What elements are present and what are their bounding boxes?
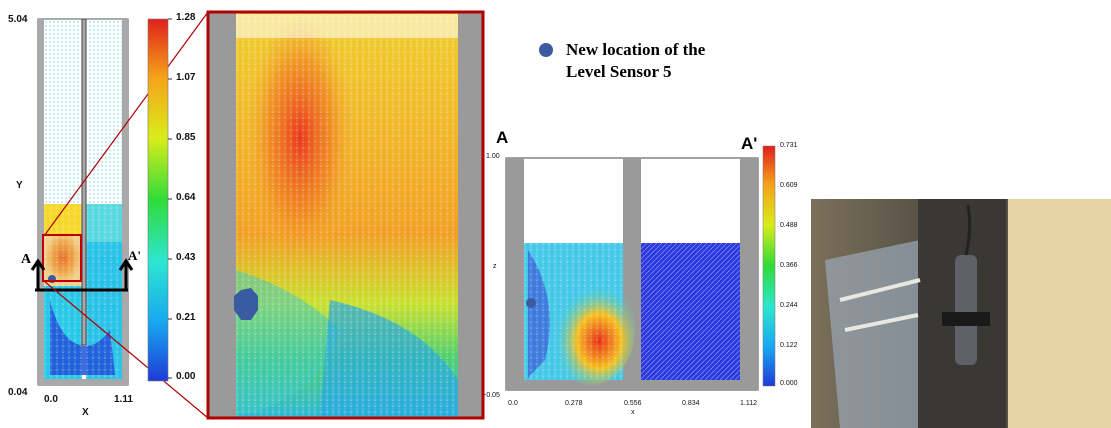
zoom-connector-top bbox=[43, 11, 209, 237]
zoom-arrow-field bbox=[236, 12, 458, 418]
section-left-arrows bbox=[524, 243, 623, 380]
main-cbar-tick-6: 0.00 bbox=[176, 371, 196, 382]
main-cbar-tick-2: 0.85 bbox=[176, 132, 196, 143]
zoom-wall-right bbox=[458, 12, 483, 418]
zoomed-velocity-field bbox=[206, 10, 485, 420]
main-colorbar bbox=[147, 18, 169, 382]
section-cbar-tick-2: 0.488 bbox=[780, 222, 798, 229]
photo-wall-bright bbox=[1008, 199, 1111, 428]
photo-cable bbox=[964, 204, 972, 256]
section-cbar-tick-5: 0.122 bbox=[780, 342, 798, 349]
zoom-top-band bbox=[236, 14, 458, 38]
section-xtick-0: 0.0 bbox=[508, 400, 518, 407]
section-cbar-tick-6: 0.000 bbox=[780, 380, 798, 387]
zoom-connector-bottom bbox=[43, 280, 209, 419]
main-cbar-tick-5: 0.21 bbox=[176, 312, 196, 323]
left-tank-wall-left bbox=[38, 19, 44, 385]
legend-line-1: New location of the bbox=[566, 40, 706, 59]
section-ylabel: z bbox=[493, 263, 497, 270]
section-plot-label-a: A bbox=[496, 128, 509, 147]
section-label-a-prime: A' bbox=[128, 248, 141, 263]
section-ytick-bottom: -0.05 bbox=[484, 392, 500, 399]
main-cbar-tick-0: 1.28 bbox=[176, 12, 196, 23]
section-floor bbox=[506, 380, 758, 390]
section-right-arrows bbox=[641, 243, 740, 380]
zoom-frame bbox=[206, 10, 485, 420]
left-xlabel: X bbox=[82, 407, 89, 418]
section-ytick-top: 1.00 bbox=[486, 153, 500, 160]
left-ytick-bottom: 0.04 bbox=[8, 387, 28, 398]
section-wall-right bbox=[740, 158, 758, 390]
main-cbar-tick-4: 0.43 bbox=[176, 252, 196, 263]
photo-clamp bbox=[942, 312, 990, 326]
photo-rail bbox=[839, 278, 921, 332]
section-label-a: A bbox=[21, 252, 32, 267]
section-xtick-2: 0.556 bbox=[624, 400, 642, 407]
left-tank-floor bbox=[38, 379, 128, 385]
section-sensor-marker bbox=[526, 298, 536, 308]
photo-water-reflection bbox=[825, 240, 920, 428]
section-arrow-right bbox=[118, 258, 134, 290]
section-cbar-tick-0: 0.731 bbox=[780, 142, 798, 149]
section-cbar-tick-1: 0.609 bbox=[780, 182, 798, 189]
section-xtick-4: 1.112 bbox=[740, 400, 757, 407]
main-cbar-tick-1: 1.07 bbox=[176, 72, 196, 83]
main-cbar-tick-3: 0.64 bbox=[176, 192, 196, 203]
section-colorbar bbox=[762, 145, 776, 387]
legend-line-2: Level Sensor 5 bbox=[566, 62, 672, 81]
left-xtick-0: 0.0 bbox=[44, 394, 58, 405]
section-arrow-left bbox=[30, 258, 46, 290]
section-cbar-tick-4: 0.244 bbox=[780, 302, 798, 309]
left-xtick-1: 1.11 bbox=[114, 394, 133, 405]
zoom-wall-left bbox=[208, 12, 236, 418]
sensor-photo bbox=[811, 199, 1111, 428]
zoom-sensor-marker bbox=[234, 288, 258, 320]
section-plot bbox=[505, 157, 759, 391]
section-plot-label-a-prime: A' bbox=[741, 134, 758, 153]
left-tank-wall-right bbox=[122, 19, 128, 385]
section-xtick-1: 0.278 bbox=[565, 400, 583, 407]
section-cbar-tick-3: 0.366 bbox=[780, 262, 798, 269]
legend-marker bbox=[539, 43, 553, 57]
section-xlabel: x bbox=[631, 409, 635, 416]
main-colorbar-ticks bbox=[168, 18, 172, 379]
photo-sensor-probe bbox=[955, 255, 977, 365]
section-xtick-3: 0.834 bbox=[682, 400, 700, 407]
left-zoom-box bbox=[42, 234, 82, 282]
section-wall-left bbox=[506, 158, 524, 390]
left-ylabel: Y bbox=[16, 180, 23, 191]
left-velocity-plot bbox=[30, 18, 134, 386]
left-ytick-top: 5.04 bbox=[8, 14, 28, 25]
